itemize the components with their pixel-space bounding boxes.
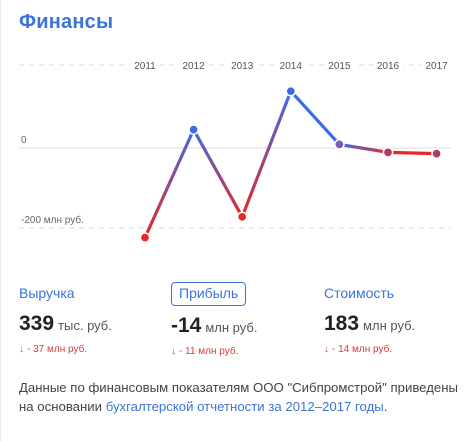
x-tick-backdrop-2012 bbox=[178, 59, 209, 71]
metric-revenue-number: 339 bbox=[19, 312, 55, 335]
x-tick-label-2011: 2011 bbox=[134, 61, 156, 72]
metric-revenue-label[interactable]: Выручка bbox=[19, 285, 75, 301]
y-tick-label-0: 0 bbox=[21, 135, 27, 146]
metric-value-change-text: - 14 млн руб. bbox=[332, 344, 393, 355]
series-segment-2016-2017 bbox=[386, 150, 439, 156]
metric-revenue[interactable]: Выручка 339 тыс. руб. ↓ - 37 млн руб. bbox=[19, 282, 112, 355]
data-point-2017 bbox=[431, 148, 442, 159]
metric-value-label[interactable]: Стоимость bbox=[324, 285, 395, 301]
data-point-2014 bbox=[285, 85, 297, 97]
metric-value-number: 183 bbox=[324, 312, 360, 335]
arrow-down-icon: ↓ bbox=[324, 344, 329, 355]
metric-profit[interactable]: Прибыль -14 млн руб. ↓ - 11 млн руб. bbox=[171, 282, 257, 357]
data-point-2013 bbox=[236, 211, 248, 223]
metric-profit-unit: млн руб. bbox=[205, 320, 258, 335]
series-segment-2015-2016 bbox=[337, 142, 390, 154]
profit-line-chart: 0 -200 млн руб. 2011 2012 2013 2014 2015 2016 20… bbox=[19, 59, 452, 243]
series-segment-2014-2015 bbox=[289, 89, 341, 146]
x-tick-label-2016: 2016 bbox=[377, 61, 400, 72]
metric-profit-number: -14 bbox=[171, 314, 202, 337]
data-point-2016 bbox=[382, 147, 394, 158]
metric-value-unit: млн руб. bbox=[363, 318, 416, 333]
arrow-down-icon: ↓ bbox=[19, 344, 24, 355]
metric-profit-change: ↓ - 11 млн руб. bbox=[171, 346, 257, 357]
metric-profit-value: -14 млн руб. bbox=[171, 314, 257, 338]
x-tick-backdrop-2017 bbox=[421, 59, 452, 71]
series-segment-2012-2013 bbox=[192, 128, 244, 219]
accounting-report-link[interactable]: бухгалтерской отчетности за 2012–2017 го… bbox=[105, 399, 384, 414]
y-tick-label-1: -200 млн руб. bbox=[21, 214, 84, 226]
metric-revenue-value: 339 тыс. руб. bbox=[19, 312, 112, 336]
metric-value-change: ↓ - 14 млн руб. bbox=[324, 344, 415, 355]
metric-profit-label[interactable]: Прибыль bbox=[171, 282, 247, 306]
arrow-down-icon: ↓ bbox=[171, 346, 176, 357]
data-point-2015 bbox=[334, 139, 345, 150]
metric-revenue-change: ↓ - 37 млн руб. bbox=[19, 344, 112, 355]
data-source-note: Данные по финансовым показателям ООО "Си… bbox=[19, 378, 459, 416]
section-title: Финансы bbox=[19, 11, 114, 33]
x-tick-label-2013: 2013 bbox=[231, 61, 254, 72]
x-tick-label-2014: 2014 bbox=[280, 61, 303, 72]
data-point-2011 bbox=[139, 232, 151, 243]
metric-value[interactable]: Стоимость 183 млн руб. ↓ - 14 млн руб. bbox=[324, 282, 415, 355]
x-tick-backdrop-2014 bbox=[275, 59, 306, 71]
metrics-row: Выручка 339 тыс. руб. ↓ - 37 млн руб. Приб… bbox=[1, 282, 471, 372]
data-source-text: Данные по финансовым показателям ООО "Си… bbox=[19, 380, 459, 414]
series-segment-2011-2012 bbox=[143, 128, 196, 240]
x-tick-label-2015: 2015 bbox=[328, 61, 351, 72]
x-tick-backdrop-2015 bbox=[324, 59, 355, 71]
x-tick-label-2012: 2012 bbox=[182, 61, 205, 72]
data-point-2012 bbox=[188, 124, 199, 135]
metric-profit-change-text: - 11 млн руб. bbox=[179, 346, 239, 357]
metric-value-value: 183 млн руб. bbox=[324, 312, 415, 336]
series-segment-2013-2014 bbox=[240, 89, 293, 219]
metric-revenue-unit: тыс. руб. bbox=[58, 318, 112, 333]
x-tick-backdrop-2011 bbox=[130, 59, 160, 71]
data-source-suffix: . bbox=[383, 399, 388, 414]
metric-revenue-change-text: - 37 млн руб. bbox=[27, 344, 88, 355]
x-tick-backdrop-2013 bbox=[227, 59, 258, 71]
x-tick-label-2017: 2017 bbox=[425, 61, 448, 72]
x-tick-backdrop-2016 bbox=[373, 59, 403, 71]
